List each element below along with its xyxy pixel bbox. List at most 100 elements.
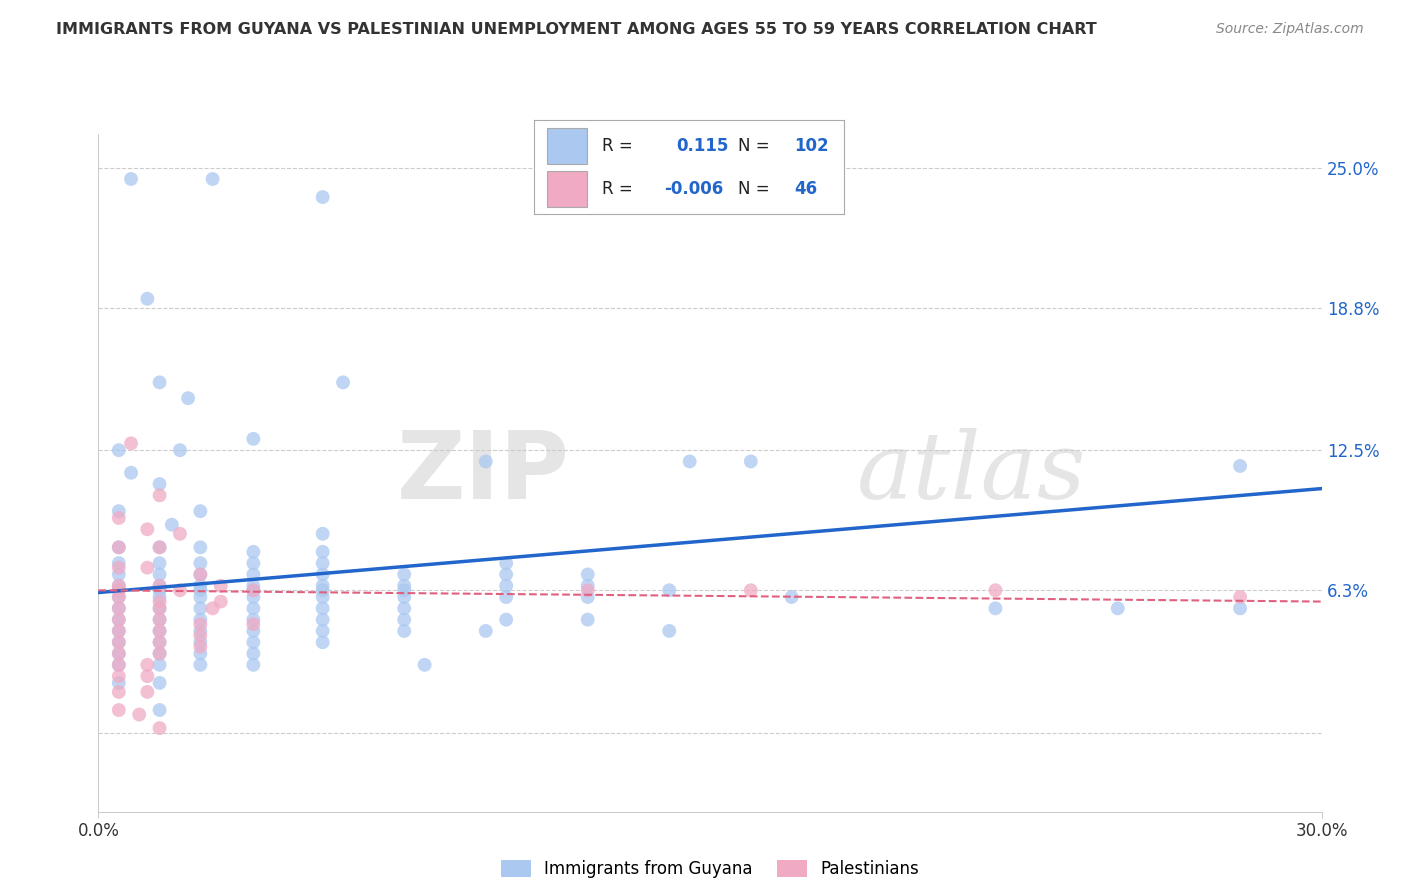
Point	[188, 617, 212, 632]
Point	[740, 454, 762, 468]
Point	[332, 376, 354, 390]
Text: R =: R =	[602, 180, 633, 198]
Text: 102: 102	[794, 136, 828, 154]
Point	[312, 635, 335, 649]
Point	[312, 590, 335, 604]
Text: -0.006: -0.006	[664, 180, 724, 198]
Point	[188, 567, 212, 582]
Point	[242, 556, 264, 570]
Point	[188, 590, 212, 604]
Text: 46: 46	[794, 180, 817, 198]
Point	[312, 583, 335, 598]
Point	[392, 601, 416, 615]
Point	[108, 583, 131, 598]
Point	[108, 567, 131, 582]
Point	[242, 579, 264, 593]
Point	[149, 676, 172, 690]
Point	[576, 583, 599, 598]
Point	[149, 579, 172, 593]
Point	[576, 567, 599, 582]
Point	[149, 635, 172, 649]
Point	[136, 669, 159, 683]
Point	[242, 657, 264, 672]
Text: N =: N =	[738, 180, 770, 198]
Point	[209, 594, 232, 608]
Point	[188, 613, 212, 627]
Point	[984, 601, 1007, 615]
Point	[128, 707, 150, 722]
Point	[108, 624, 131, 638]
Point	[160, 517, 183, 532]
Point	[188, 567, 212, 582]
Point	[108, 590, 131, 604]
Point	[108, 579, 131, 593]
Point	[108, 703, 131, 717]
Point	[474, 454, 498, 468]
Text: N =: N =	[738, 136, 770, 154]
Text: atlas: atlas	[856, 428, 1087, 517]
Point	[242, 647, 264, 661]
Text: ZIP: ZIP	[396, 426, 569, 519]
Point	[312, 545, 335, 559]
Point	[312, 579, 335, 593]
FancyBboxPatch shape	[547, 128, 586, 163]
Point	[120, 172, 142, 186]
Point	[1107, 601, 1129, 615]
Point	[242, 583, 264, 598]
Point	[108, 647, 131, 661]
Point	[108, 613, 131, 627]
Point	[188, 504, 212, 518]
Point	[780, 590, 803, 604]
Point	[108, 685, 131, 699]
Point	[149, 635, 172, 649]
Point	[108, 669, 131, 683]
Text: 0.115: 0.115	[676, 136, 728, 154]
Point	[169, 526, 191, 541]
Point	[242, 432, 264, 446]
Point	[392, 613, 416, 627]
Point	[108, 560, 131, 574]
Point	[576, 579, 599, 593]
Point	[108, 613, 131, 627]
Point	[312, 567, 335, 582]
Text: IMMIGRANTS FROM GUYANA VS PALESTINIAN UNEMPLOYMENT AMONG AGES 55 TO 59 YEARS COR: IMMIGRANTS FROM GUYANA VS PALESTINIAN UN…	[56, 22, 1097, 37]
Point	[149, 556, 172, 570]
Point	[149, 488, 172, 502]
Point	[108, 511, 131, 525]
Point	[108, 443, 131, 458]
Text: Source: ZipAtlas.com: Source: ZipAtlas.com	[1216, 22, 1364, 37]
Point	[188, 640, 212, 654]
Point	[108, 579, 131, 593]
Point	[120, 466, 142, 480]
Point	[188, 647, 212, 661]
FancyBboxPatch shape	[547, 171, 586, 207]
Point	[201, 172, 224, 186]
Point	[392, 583, 416, 598]
Point	[242, 590, 264, 604]
Point	[108, 657, 131, 672]
Point	[169, 443, 191, 458]
Point	[242, 613, 264, 627]
Point	[242, 567, 264, 582]
Point	[136, 657, 159, 672]
Point	[120, 436, 142, 450]
Point	[242, 545, 264, 559]
Point	[149, 721, 172, 735]
Point	[149, 477, 172, 491]
Point	[495, 590, 517, 604]
Point	[1229, 458, 1251, 473]
Point	[108, 635, 131, 649]
Point	[108, 541, 131, 555]
Point	[149, 601, 172, 615]
Point	[108, 635, 131, 649]
Point	[413, 657, 436, 672]
Point	[169, 583, 191, 598]
Point	[149, 376, 172, 390]
Point	[495, 556, 517, 570]
Point	[149, 583, 172, 598]
Point	[474, 624, 498, 638]
Point	[312, 556, 335, 570]
Point	[108, 601, 131, 615]
Text: R =: R =	[602, 136, 633, 154]
Point	[136, 522, 159, 536]
